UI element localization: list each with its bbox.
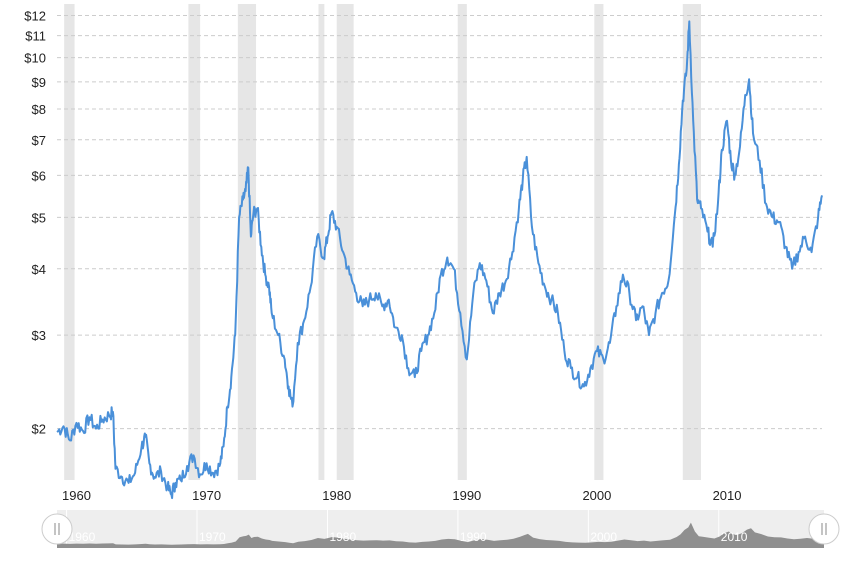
- recession-band: [594, 4, 604, 480]
- navigator-right-handle[interactable]: [808, 513, 840, 545]
- navigator-label: 1980: [329, 530, 356, 544]
- y-tick-label: $7: [32, 133, 46, 148]
- x-tick-label: 1960: [62, 488, 91, 503]
- recession-band: [237, 4, 257, 480]
- x-tick-label: 1980: [322, 488, 351, 503]
- y-tick-label: $9: [32, 75, 46, 90]
- y-tick-label: $3: [32, 328, 46, 343]
- y-tick-label: $11: [25, 29, 46, 44]
- navigator-labels: 1960 1970 1980 1990 2000 2010: [69, 530, 748, 544]
- navigator-label: 1970: [199, 530, 226, 544]
- navigator-left-handle[interactable]: [41, 513, 73, 545]
- recession-bands: [64, 4, 702, 480]
- recession-band: [682, 4, 702, 480]
- recession-band: [336, 4, 354, 480]
- y-tick-label: $6: [32, 168, 46, 183]
- range-navigator[interactable]: 1960 1970 1980 1990 2000 2010: [41, 510, 840, 548]
- x-tick-label: 2010: [713, 488, 742, 503]
- navigator-label: 1960: [69, 530, 96, 544]
- y-gridlines: [57, 15, 822, 430]
- recession-band: [64, 4, 75, 480]
- y-tick-label: $2: [32, 422, 46, 437]
- x-tick-label: 1970: [192, 488, 221, 503]
- y-tick-label: $8: [32, 102, 46, 117]
- y-tick-label: $4: [32, 262, 46, 277]
- x-axis: 1960 1970 1980 1990 2000 2010: [62, 488, 741, 503]
- y-axis: $2 $3 $4 $5 $6 $7 $8 $9 $10 $11 $12: [24, 9, 46, 437]
- navigator-label: 2010: [721, 530, 748, 544]
- y-tick-label: $10: [24, 51, 46, 66]
- navigator-label: 2000: [590, 530, 617, 544]
- y-tick-label: $5: [32, 210, 46, 225]
- x-tick-label: 2000: [582, 488, 611, 503]
- price-line: [56, 20, 823, 500]
- navigator-area: [57, 522, 824, 548]
- y-tick-label: $12: [24, 9, 46, 24]
- recession-band: [457, 4, 467, 480]
- x-tick-label: 1990: [452, 488, 481, 503]
- recession-band: [318, 4, 325, 480]
- navigator-label: 1990: [460, 530, 487, 544]
- recession-band: [188, 4, 201, 480]
